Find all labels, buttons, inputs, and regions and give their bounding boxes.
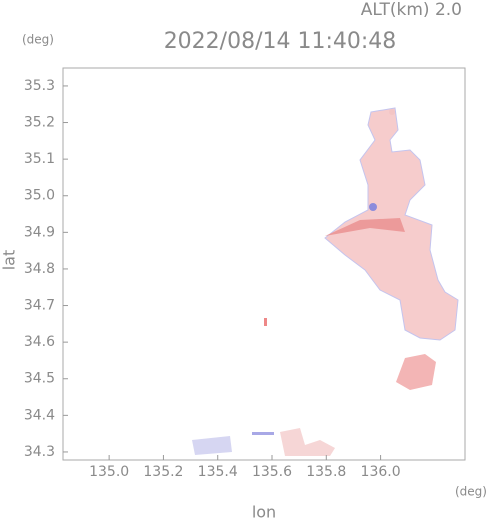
y-tick-label: 34.9 xyxy=(24,224,55,240)
chart-title: 2022/08/14 11:40:48 xyxy=(164,29,397,54)
y-tick-label: 34.8 xyxy=(24,261,55,277)
x-tick-label: 135.0 xyxy=(89,464,129,480)
y-tick-label: 34.4 xyxy=(24,407,55,423)
altitude-label: ALT(km) 2.0 xyxy=(361,0,462,20)
y-tick-label: 34.7 xyxy=(24,298,55,314)
x-tick-label: 135.2 xyxy=(143,464,183,480)
y-tick-label: 34.6 xyxy=(24,334,55,350)
echo xyxy=(192,436,232,455)
x-axis-label: lon xyxy=(252,503,276,522)
y-tick-label: 34.5 xyxy=(24,371,55,387)
echo xyxy=(252,432,274,435)
echo xyxy=(369,203,377,211)
radar-echoes xyxy=(192,107,459,456)
x-tick-label: 135.6 xyxy=(252,464,292,480)
x-unit: (deg) xyxy=(455,485,487,499)
y-tick-label: 35.3 xyxy=(24,78,55,94)
y-axis-label: lat xyxy=(0,250,19,271)
plot-frame xyxy=(62,67,466,461)
x-tick-label: 136.0 xyxy=(361,464,401,480)
x-tick-label: 135.4 xyxy=(198,464,238,480)
echo xyxy=(396,354,436,390)
y-tick-label: 35.0 xyxy=(24,188,55,204)
y-unit: (deg) xyxy=(22,33,54,47)
y-tick-label: 35.2 xyxy=(24,115,55,131)
echo xyxy=(389,109,395,115)
echo xyxy=(280,428,335,456)
y-tick-label: 34.3 xyxy=(24,444,55,460)
echo xyxy=(325,218,405,236)
y-tick-label: 35.1 xyxy=(24,151,55,167)
x-tick-label: 135.8 xyxy=(306,464,346,480)
echo xyxy=(264,318,267,326)
